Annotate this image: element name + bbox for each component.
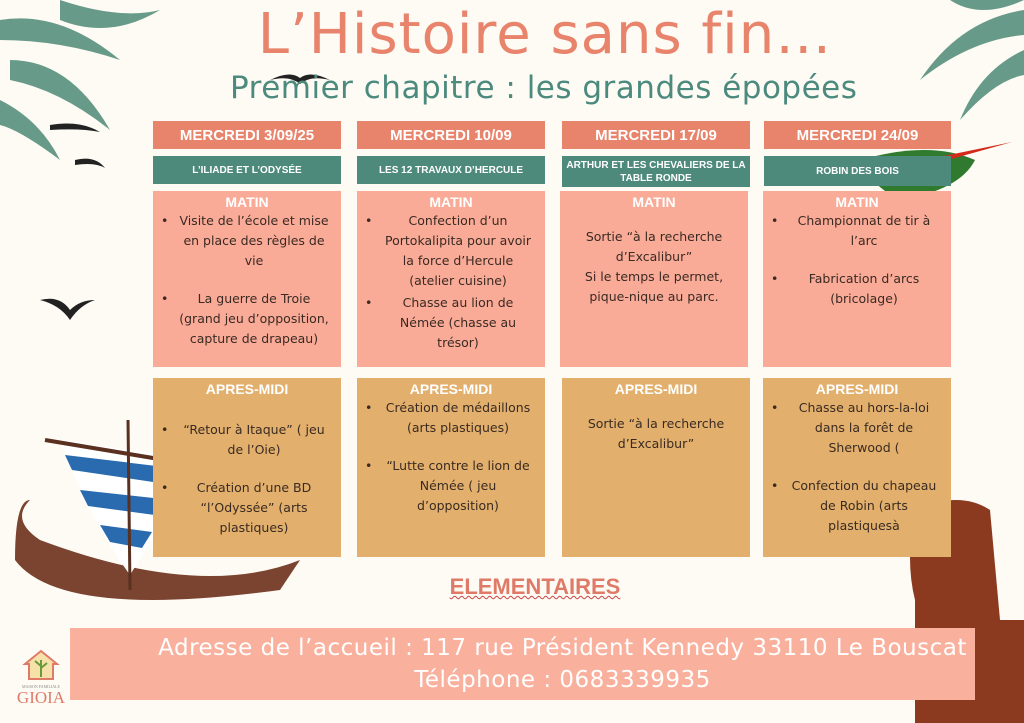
theme-label: LES 12 TRAVAUX D’HERCULE (357, 156, 545, 184)
morning-box: MATIN Championnat de tir à l’arc Fabricat… (763, 191, 951, 367)
house-tree-icon (22, 649, 60, 680)
activity-text: Sortie “à la recherche d’Excalibur” Si l… (584, 229, 724, 304)
activity-item: Chasse au lion de Némée (chasse au tréso… (365, 293, 537, 353)
afternoon-label: APRES-MIDI (815, 381, 899, 397)
bird-icon (40, 74, 330, 320)
morning-label: MATIN (225, 194, 269, 210)
afternoon-label: APRES-MIDI (205, 381, 289, 397)
activity-item: Chasse au hors-la-loi dans la forêt de S… (771, 398, 943, 458)
level-label: ELEMENTAIRES (449, 574, 621, 599)
activity-item: “Lutte contre le lion de Némée ( jeu d’o… (365, 456, 537, 516)
afternoon-box: APRES-MIDI “Retour à Itaque” ( jeu de l’… (153, 378, 341, 557)
activity-item: “Retour à Itaque” ( jeu de l’Oie) (161, 420, 333, 460)
activity-item: Fabrication d’arcs (bricolage) (771, 269, 943, 309)
activity-item: Visite de l’école et mise en place des r… (161, 211, 333, 271)
morning-box: MATIN Visite de l’école et mise en place… (153, 191, 341, 367)
palm-leaves-right-icon (920, 0, 1024, 120)
theme-label: ROBIN DES BOIS (764, 156, 951, 186)
date-header: MERCREDI 10/09 (357, 121, 545, 149)
activity-item: Création de médaillons (arts plastiques) (365, 398, 537, 438)
activity-text: Sortie “à la recherche d’Excalibur” (587, 416, 725, 451)
logo: MAISON FAMILIALE GIOIA (10, 648, 72, 707)
morning-label: MATIN (835, 194, 879, 210)
afternoon-label: APRES-MIDI (614, 381, 698, 397)
activity-item: Confection d’un Portokalipita pour avoir… (365, 211, 537, 291)
theme-label: L’ILIADE ET L’ODYSÉE (153, 156, 341, 184)
afternoon-box: APRES-MIDI Chasse au hors-la-loi dans la… (763, 378, 951, 557)
date-header: MERCREDI 17/09 (562, 121, 750, 149)
activity-item: La guerre de Troie (grand jeu d’oppositi… (161, 289, 333, 349)
morning-box: MATIN Sortie “à la recherche d’Excalibur… (560, 191, 748, 367)
theme-label: ARTHUR ET LES CHEVALIERS DE LA TABLE RON… (562, 156, 750, 187)
activity-item: Championnat de tir à l’arc (771, 211, 943, 251)
morning-label: MATIN (429, 194, 473, 210)
palm-leaves-icon (0, 0, 160, 160)
afternoon-label: APRES-MIDI (409, 381, 493, 397)
address-text: Adresse de l’accueil : 117 rue Président… (158, 635, 967, 661)
date-header: MERCREDI 24/09 (764, 121, 951, 149)
activity-item: Confection du chapeau de Robin (arts pla… (771, 476, 943, 536)
afternoon-box: APRES-MIDI Sortie “à la recherche d’Exca… (562, 378, 750, 557)
logo-line1: MAISON FAMILIALE (21, 684, 61, 689)
page-subtitle: Premier chapitre : les grandes épopées (230, 70, 858, 106)
morning-label: MATIN (632, 194, 676, 210)
phone-text: Téléphone : 0683339935 (414, 667, 711, 693)
page-title: L’Histoire sans fin… (257, 2, 833, 67)
date-header: MERCREDI 3/09/25 (153, 121, 341, 149)
logo-line2: GIOIA (16, 688, 66, 707)
morning-box: MATIN Confection d’un Portokalipita pour… (357, 191, 545, 367)
afternoon-box: APRES-MIDI Création de médaillons (arts … (357, 378, 545, 557)
contact-band: Adresse de l’accueil : 117 rue Président… (70, 628, 975, 700)
activity-item: Création d’une BD “l’Odyssée” (arts plas… (161, 478, 333, 538)
